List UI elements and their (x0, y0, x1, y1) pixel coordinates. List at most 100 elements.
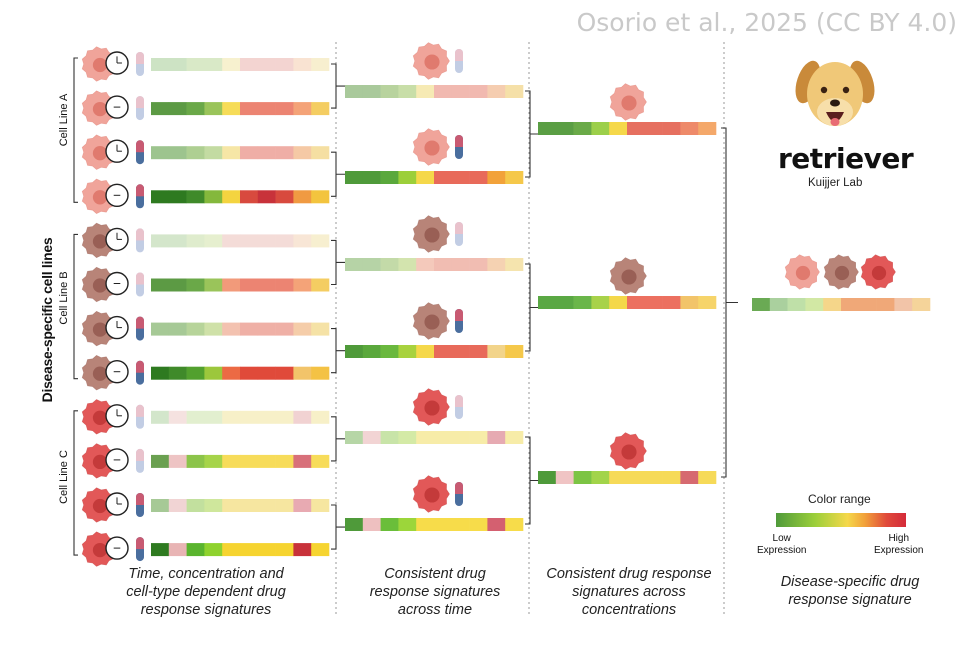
caption-stage-1: Time, concentration and cell-type depend… (126, 566, 286, 618)
heatmap-cell (698, 471, 717, 484)
heatmap-cell (222, 454, 241, 468)
cell-nucleus (621, 269, 637, 285)
drug-capsule-icon (136, 537, 144, 562)
heatmap-cell (398, 518, 417, 531)
clock-icon (105, 360, 129, 384)
heatmap-cell (362, 258, 381, 271)
logo-lab-name: Kuijjer Lab (808, 177, 863, 189)
heatmap-cell (186, 278, 205, 292)
clock-icon (105, 51, 129, 75)
cell-line-merge-bracket (721, 127, 738, 478)
heatmap-cell (293, 278, 312, 292)
heatmap-cell (311, 278, 330, 292)
high-expression-label: High Expression (874, 533, 924, 556)
heatmap-cell (257, 146, 276, 160)
capsule-top (136, 103, 144, 109)
heatmap-cell (680, 122, 699, 135)
heatmap-cell (311, 322, 330, 336)
heatmap-cell (257, 366, 276, 380)
heatmap-cell (644, 296, 663, 309)
heatmap-cell (151, 102, 170, 116)
heatmap-cell (293, 58, 312, 71)
capsule-top (455, 316, 463, 321)
disease-specific-signature (752, 298, 931, 311)
time-dependent-signature (151, 58, 330, 71)
heatmap-cell (222, 322, 241, 336)
heatmap-cell (416, 345, 435, 358)
time-dependent-signature (151, 410, 330, 424)
time-bracket (331, 63, 345, 109)
cell-nucleus (424, 140, 440, 156)
cell-nucleus (795, 265, 811, 281)
capsule-top (136, 191, 144, 197)
heatmap-cell (168, 366, 187, 380)
heatmap-cell (487, 258, 506, 271)
cell-nucleus (92, 278, 108, 293)
time-bracket (331, 416, 345, 462)
heatmap-cell (240, 410, 259, 424)
cell-nucleus (92, 234, 108, 249)
concentration-consistent-signature (538, 122, 717, 135)
drug-capsule-icon (136, 493, 144, 517)
concentration-bracket (525, 263, 538, 352)
logo-wordmark: retriever (778, 142, 914, 175)
heatmap-cell (345, 345, 364, 358)
drug-capsule-icon (136, 52, 144, 76)
heatmap-cell (186, 499, 205, 512)
heatmap-cell (362, 518, 381, 531)
cell-icon (412, 302, 450, 340)
heatmap-cell (257, 543, 276, 557)
cell-nucleus (92, 542, 108, 558)
heatmap-cell (257, 454, 276, 468)
time-bracket (331, 328, 345, 374)
drug-capsule-icon (455, 395, 463, 419)
clock-icon (105, 139, 129, 163)
capsule-top (136, 367, 144, 373)
heatmap-cell (151, 58, 170, 71)
heatmap-cell (469, 518, 488, 531)
heatmap-cell (627, 471, 646, 484)
heatmap-cell (204, 543, 223, 557)
heatmap-cell (240, 102, 259, 116)
heatmap-cell (151, 543, 170, 557)
time-dependent-signature (151, 190, 330, 204)
heatmap-cell (609, 471, 628, 484)
clock-icon (105, 448, 129, 472)
time-dependent-signature (151, 499, 330, 512)
capsule-top (136, 235, 144, 241)
heatmap-cell (293, 454, 312, 468)
heatmap-cell (345, 171, 364, 184)
heatmap-cell (168, 499, 187, 512)
heatmap-cell (293, 366, 312, 380)
heatmap-cell (257, 410, 276, 424)
heatmap-cell (380, 345, 399, 358)
heatmap-cell (186, 366, 205, 380)
heatmap-cell (538, 122, 557, 135)
heatmap-cell (416, 171, 435, 184)
cell-icon (860, 254, 896, 290)
heatmap-cell (275, 146, 294, 160)
heatmap-cell (186, 102, 205, 116)
cell-icon (81, 46, 117, 82)
heatmap-cell (787, 298, 806, 311)
heatmap-cell (362, 345, 381, 358)
capsule-top (136, 455, 144, 461)
heatmap-cell (487, 171, 506, 184)
heatmap-cell (416, 431, 435, 444)
time-bracket (331, 504, 345, 550)
heatmap-cell (434, 431, 453, 444)
heatmap-cell (609, 122, 628, 135)
heatmap-cell (398, 171, 417, 184)
heatmap-cell (680, 296, 699, 309)
heatmap-cell (257, 499, 276, 512)
cell-icon (412, 388, 450, 426)
drug-capsule-icon (136, 360, 144, 385)
heatmap-cell (311, 410, 330, 424)
drug-capsule-icon (136, 448, 144, 473)
heatmap-cell (434, 258, 453, 271)
heatmap-cell (293, 190, 312, 204)
heatmap-cell (168, 234, 187, 248)
heatmap-cell (555, 471, 574, 484)
time-dependent-signature (151, 366, 330, 380)
